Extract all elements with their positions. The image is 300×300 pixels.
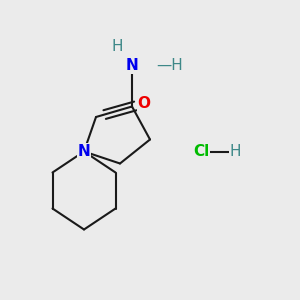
Text: N: N [78, 144, 90, 159]
Text: H: H [111, 39, 123, 54]
Text: Cl: Cl [193, 144, 209, 159]
Text: O: O [137, 96, 151, 111]
Text: N: N [126, 58, 138, 74]
Text: —H: —H [156, 58, 183, 74]
Text: H: H [230, 144, 241, 159]
